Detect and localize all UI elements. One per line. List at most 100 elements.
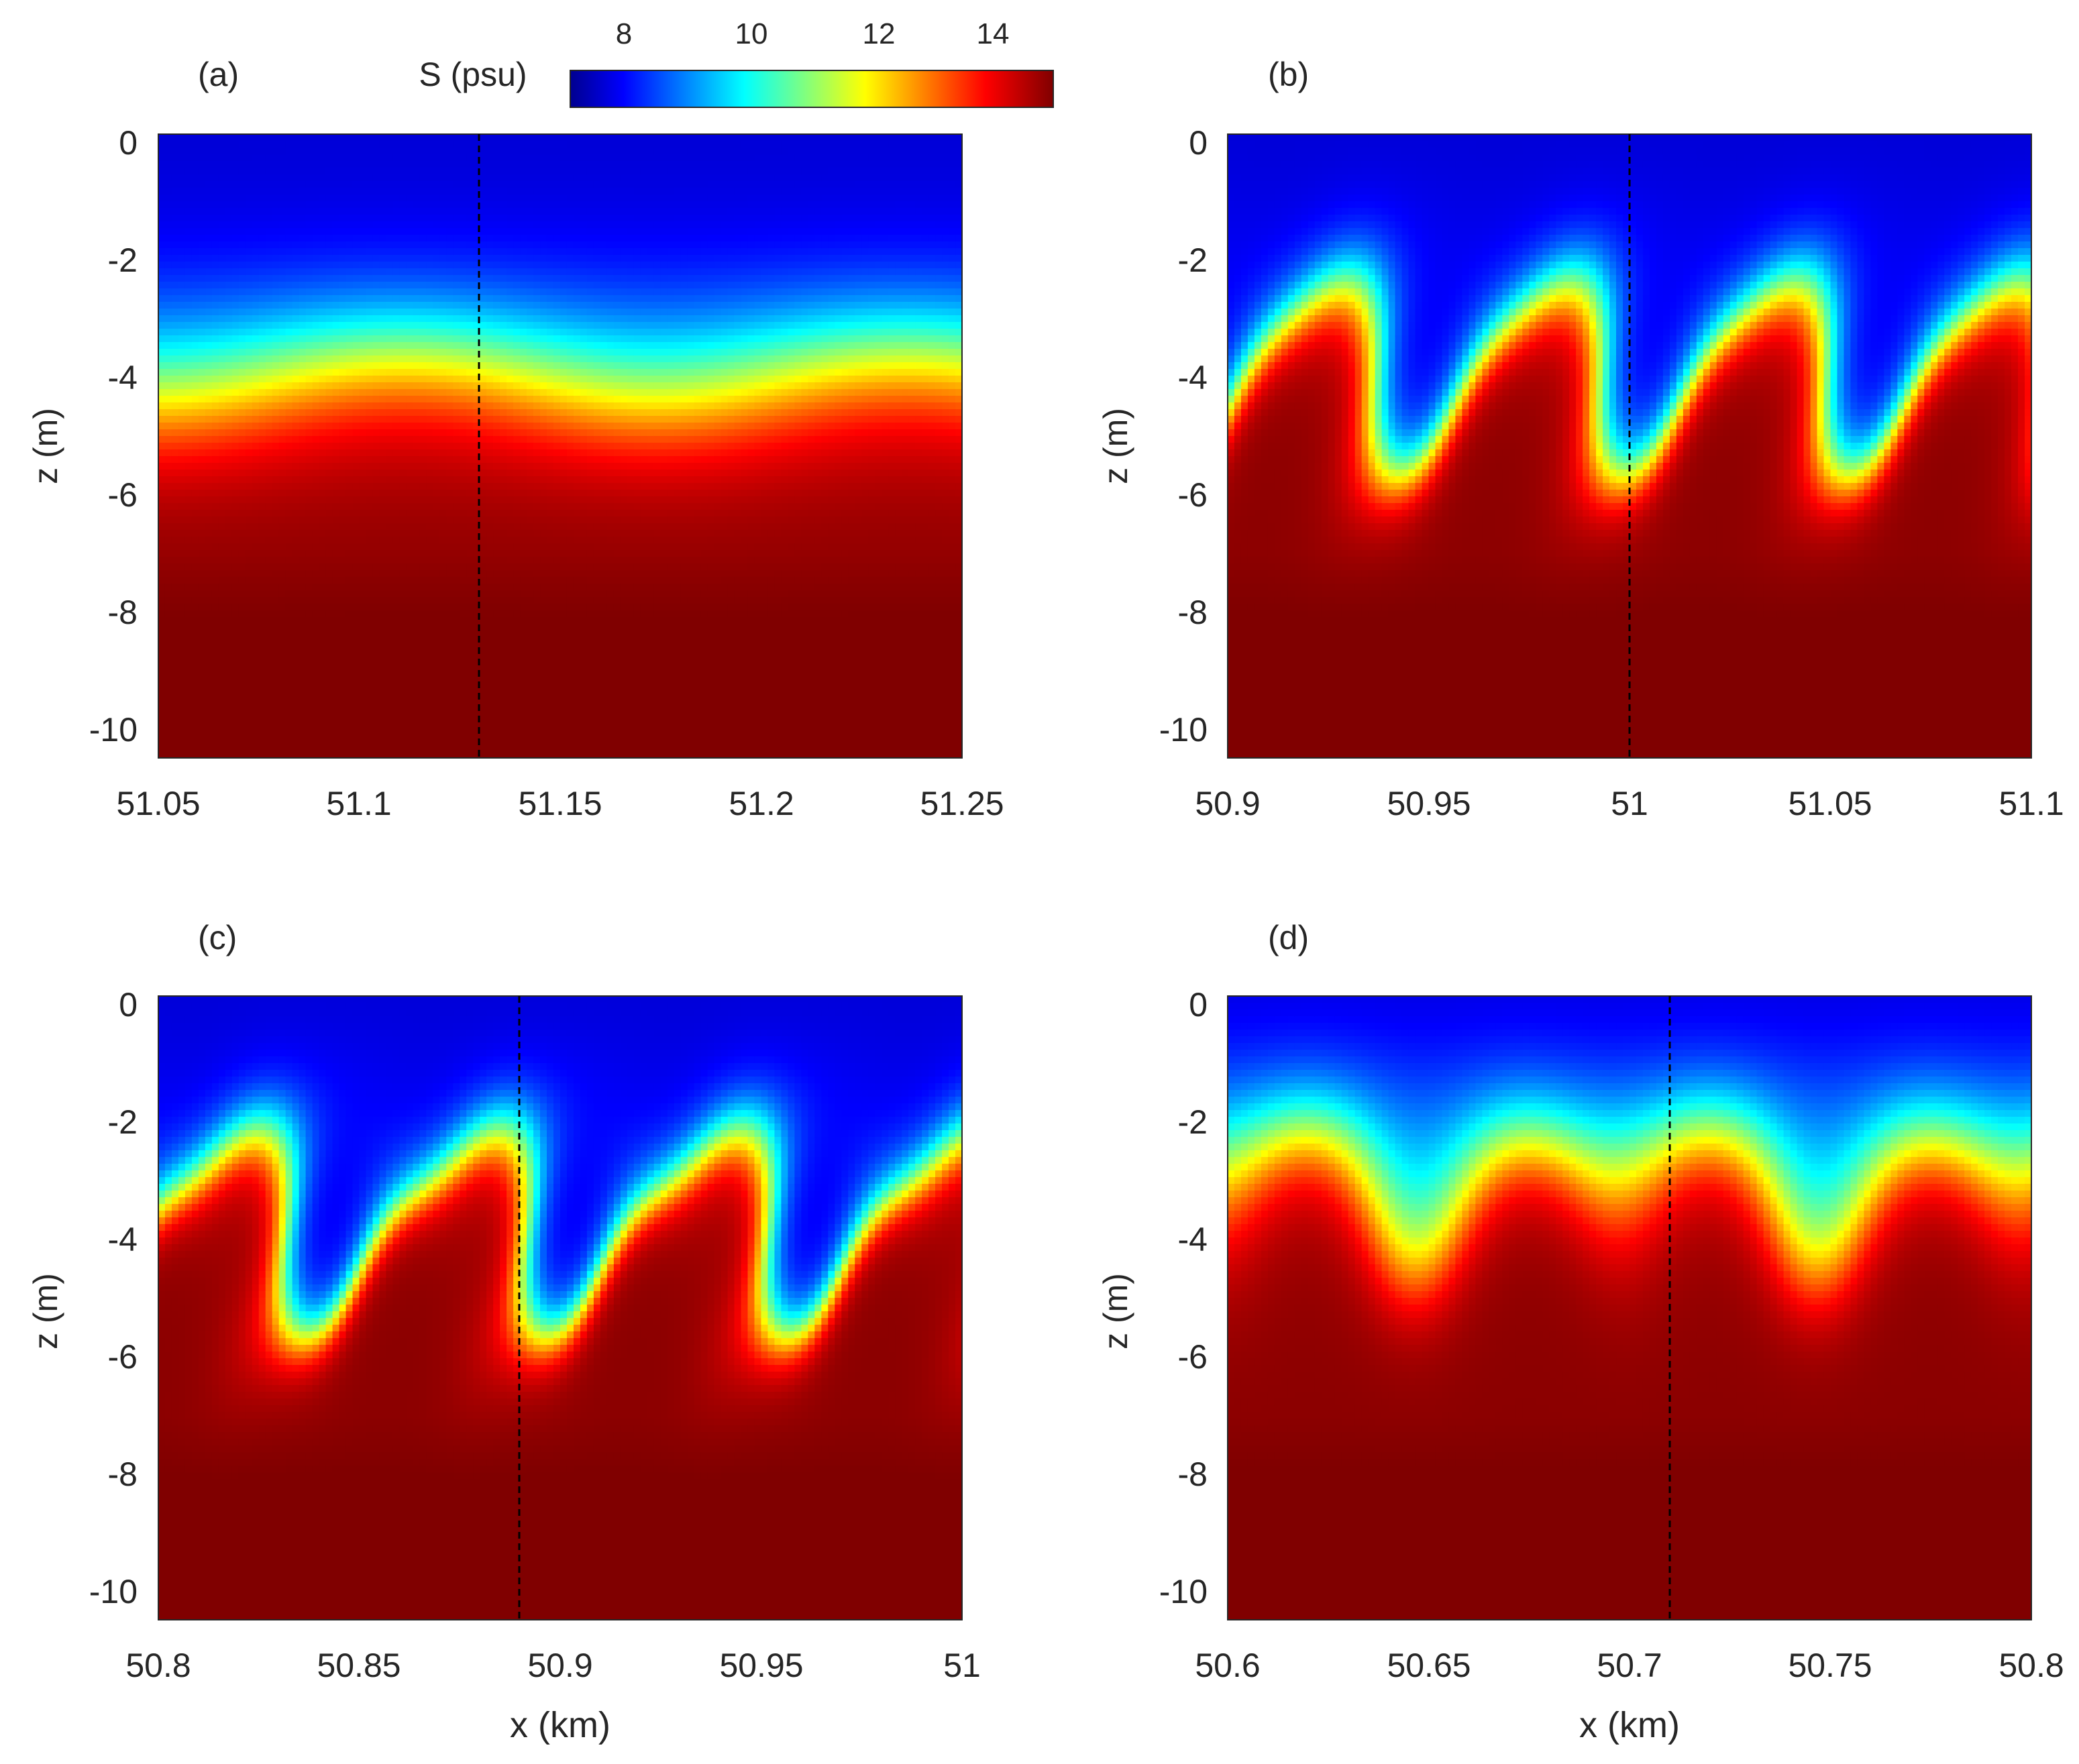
heatmap-cell [185,382,193,390]
heatmap-cell [192,449,199,457]
heatmap-cell [192,677,199,685]
colorbar-tick-8: 8 [616,17,632,50]
heatmap-cell [192,416,199,423]
heatmap-cell [158,181,166,188]
heatmap-cell [199,208,206,215]
heatmap-cell [172,718,179,725]
heatmap-cell [185,543,193,551]
heatmap-cell [178,396,186,403]
heatmap-cell [199,235,206,242]
heatmap-cell [219,644,226,651]
heatmap-cell [172,550,179,557]
heatmap-cell [192,470,199,477]
heatmap-cell [199,470,206,477]
heatmap-cell [178,577,186,584]
heatmap-cell [185,409,193,417]
heatmap-cell [212,470,219,477]
heatmap-cell [158,188,166,195]
heatmap-cell [205,570,213,577]
heatmap-cell [199,570,206,577]
heatmap-cell [219,389,226,396]
heatmap-cell [158,543,166,551]
heatmap-cell [165,235,172,242]
heatmap-cell [205,456,213,463]
heatmap-cell [199,369,206,376]
heatmap-cell [178,449,186,457]
heatmap-cell [212,423,219,430]
heatmap-cell [172,389,179,396]
heatmap-cell [192,443,199,450]
heatmap-cell [178,637,186,645]
heatmap-cell [172,302,179,309]
heatmap-cell [199,389,206,396]
heatmap-cell [199,355,206,363]
heatmap-cell [178,335,186,343]
heatmap-cell [192,141,199,148]
heatmap-cell [178,188,186,195]
heatmap-cell [192,557,199,564]
heatmap-cell [185,523,193,531]
heatmap-cell [172,711,179,718]
heatmap-cell [192,644,199,651]
heatmap-cell [205,470,213,477]
heatmap-cell [212,550,219,557]
heatmap-cell [212,195,219,202]
heatmap-cell [219,134,226,142]
heatmap-cell [212,255,219,262]
heatmap-cell [172,262,179,269]
heatmap-cell [212,322,219,329]
heatmap-cell [165,275,172,282]
heatmap-cell [219,503,226,510]
heatmap-cell [219,255,226,262]
heatmap-cell [219,516,226,524]
heatmap-cell [199,738,206,745]
heatmap-cell [165,610,172,618]
heatmap-cell [185,624,193,631]
heatmap-cell [172,215,179,222]
heatmap-cell [192,389,199,396]
heatmap-cell [185,208,193,215]
heatmap-cell [199,704,206,712]
heatmap-cell [178,221,186,229]
heatmap-cell [172,161,179,168]
heatmap-cell [185,651,193,658]
heatmap-cell [172,141,179,148]
heatmap-cell [158,262,166,269]
heatmap-cell [165,315,172,323]
heatmap-cell [158,644,166,651]
heatmap-cell [212,530,219,537]
heatmap-cell [158,288,166,296]
heatmap-cell [212,376,219,383]
heatmap-cell [205,543,213,551]
heatmap-cell [199,141,206,148]
heatmap-cell [158,724,166,732]
heatmap-cell [158,590,166,598]
heatmap-cell [178,275,186,282]
heatmap-cell [192,463,199,470]
heatmap-cell [199,630,206,638]
heatmap-cell [219,530,226,537]
heatmap-cell [205,168,213,175]
heatmap-cell [192,268,199,276]
heatmap-cell [178,416,186,423]
heatmap-cell [199,476,206,484]
heatmap-cell [199,463,206,470]
heatmap-cell [192,168,199,175]
heatmap-cell [185,268,193,276]
heatmap-cell [178,436,186,443]
heatmap-cell [172,731,179,738]
heatmap-cell [205,476,213,484]
heatmap-cell [185,604,193,611]
heatmap-cell [185,275,193,282]
heatmap-cell [165,577,172,584]
panel-a: (a) z (m) 0 -2 -4 -6 -8 -10 51.05 51.1 5… [27,56,1004,822]
heatmap-cell [212,329,219,336]
colorbar-tick-12: 12 [863,17,896,50]
heatmap-cell [178,423,186,430]
heatmap-cell [185,315,193,323]
heatmap-cell [158,610,166,618]
heatmap-cell [172,651,179,658]
heatmap-cell [178,510,186,517]
heatmap-cell [178,248,186,256]
heatmap-cell [185,423,193,430]
